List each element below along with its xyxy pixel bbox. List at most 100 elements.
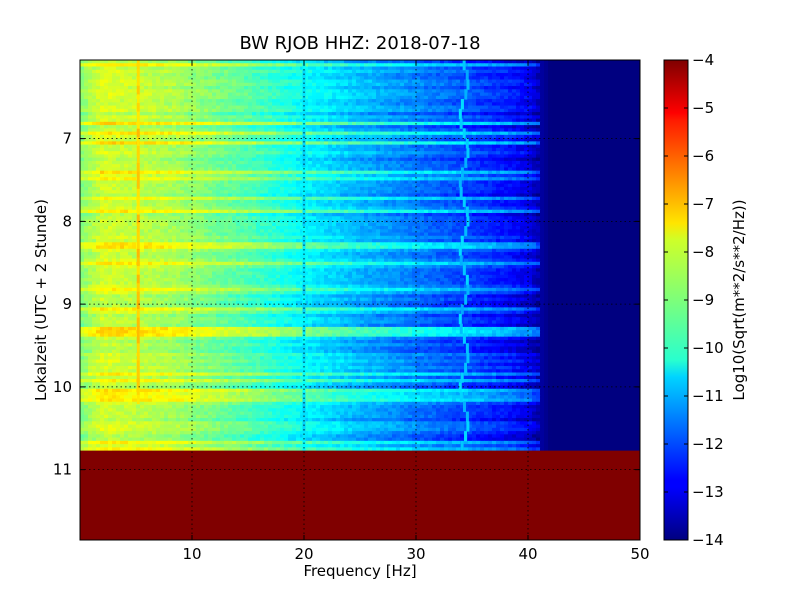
heatmap-cell — [312, 63, 317, 68]
heatmap-cell — [432, 82, 437, 87]
heatmap-cell — [188, 102, 193, 107]
heatmap-cell — [504, 89, 509, 94]
heatmap-cell — [612, 73, 617, 77]
heatmap-cell — [580, 82, 585, 87]
heatmap-cell — [240, 66, 245, 71]
heatmap-cell — [280, 69, 285, 74]
heatmap-cell — [188, 86, 193, 90]
heatmap-cell — [88, 69, 93, 74]
heatmap-cell — [424, 60, 429, 64]
heatmap-cell — [184, 99, 189, 103]
heatmap-cell — [176, 82, 181, 87]
heatmap-cell — [440, 82, 445, 87]
heatmap-cell — [528, 79, 533, 84]
heatmap-cell — [256, 79, 261, 84]
heatmap-cell — [384, 89, 389, 94]
heatmap-cell — [140, 102, 145, 107]
heatmap-cell — [236, 82, 241, 87]
heatmap-cell — [496, 82, 501, 87]
heatmap-cell — [256, 95, 261, 100]
heatmap-cell — [492, 60, 497, 64]
heatmap-cell — [132, 95, 137, 100]
heatmap-cell — [320, 79, 325, 84]
heatmap-cell — [392, 63, 397, 68]
heatmap-cell — [424, 89, 429, 94]
heatmap-cell — [360, 69, 365, 74]
heatmap-cell — [428, 69, 433, 74]
heatmap-cell — [556, 92, 561, 97]
heatmap-cell — [164, 73, 169, 77]
heatmap-cell — [540, 86, 545, 90]
heatmap-cell — [452, 63, 457, 68]
heatmap-cell — [444, 89, 449, 94]
heatmap-cell — [196, 79, 201, 84]
heatmap-cell — [168, 69, 173, 74]
heatmap-cell — [160, 63, 165, 68]
heatmap-cell — [584, 60, 589, 64]
heatmap-cell — [216, 89, 221, 94]
heatmap-cell — [212, 99, 217, 103]
heatmap-cell — [408, 89, 413, 94]
heatmap-cell — [340, 66, 345, 71]
heatmap-cell — [336, 66, 341, 71]
heatmap-cell — [548, 73, 553, 77]
heatmap-cell — [636, 92, 640, 97]
heatmap-cell — [492, 99, 497, 103]
heatmap-cell — [348, 66, 353, 71]
heatmap-cell — [360, 76, 365, 81]
heatmap-cell — [124, 63, 129, 68]
heatmap-cell — [292, 82, 297, 87]
heatmap-cell — [240, 86, 245, 90]
heatmap-cell — [312, 89, 317, 94]
heatmap-cell — [472, 82, 477, 87]
heatmap-cell — [596, 76, 601, 81]
heatmap-cell — [444, 63, 449, 68]
heatmap-cell — [516, 60, 521, 64]
heatmap-cell — [568, 60, 573, 64]
heatmap-cell — [504, 66, 509, 71]
heatmap-cell — [608, 76, 613, 81]
heatmap-cell — [180, 76, 185, 81]
heatmap-cell — [236, 95, 241, 100]
heatmap-cell — [292, 73, 297, 77]
heatmap-cell — [600, 63, 605, 68]
heatmap-cell — [320, 99, 325, 103]
heatmap-cell — [300, 73, 305, 77]
heatmap-cell — [380, 69, 385, 74]
heatmap-cell — [528, 86, 533, 90]
heatmap-cell — [428, 89, 433, 94]
heatmap-cell — [168, 82, 173, 87]
heatmap-cell — [152, 99, 157, 103]
heatmap-cell — [320, 73, 325, 77]
heatmap-cell — [484, 69, 489, 74]
heatmap-cell — [264, 66, 269, 71]
heatmap-cell — [280, 60, 285, 64]
heatmap-cell — [512, 60, 517, 64]
heatmap-cell — [392, 99, 397, 103]
heatmap-cell — [224, 66, 229, 71]
heatmap-cell — [544, 82, 549, 87]
heatmap-cell — [200, 76, 205, 81]
heatmap-cell — [604, 76, 609, 81]
heatmap-cell — [612, 63, 617, 68]
heatmap-cell — [532, 99, 537, 103]
heatmap-cell — [544, 92, 549, 97]
heatmap-cell — [264, 89, 269, 94]
heatmap-cell — [612, 66, 617, 71]
heatmap-cell — [344, 63, 349, 68]
heatmap-cell — [480, 86, 485, 90]
heatmap-cell — [604, 95, 609, 100]
heatmap-cell — [608, 99, 613, 103]
heatmap-cell — [88, 92, 93, 97]
heatmap-cell — [564, 89, 569, 94]
heatmap-cell — [452, 82, 457, 87]
heatmap-cell — [372, 69, 377, 74]
heatmap-cell — [140, 69, 145, 74]
heatmap-cell — [144, 92, 149, 97]
heatmap-cell — [292, 60, 297, 64]
heatmap-cell — [300, 89, 305, 94]
heatmap-cell — [320, 66, 325, 71]
heatmap-cell — [288, 76, 293, 81]
heatmap-cell — [544, 79, 549, 84]
heatmap-cell — [152, 95, 157, 100]
